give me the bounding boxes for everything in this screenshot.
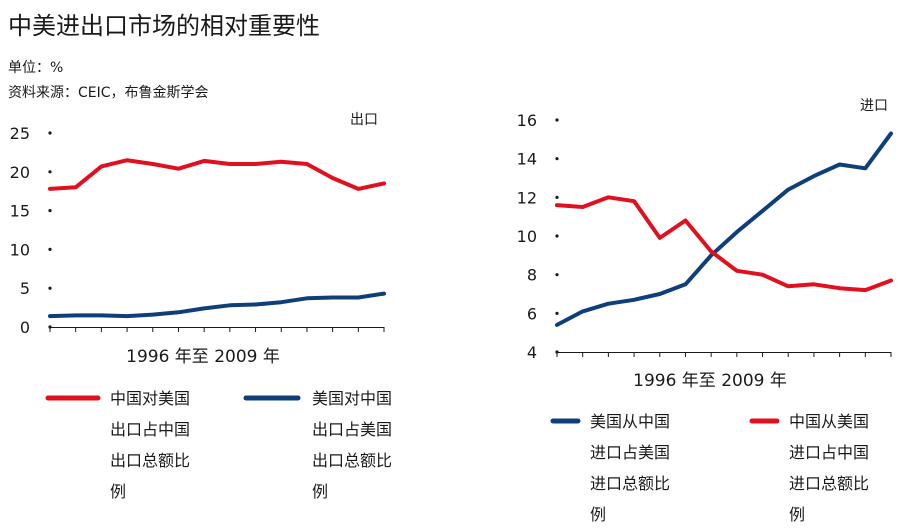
- y-tick-mark: [48, 131, 52, 135]
- legend-label: 美国对中国: [312, 389, 392, 408]
- y-tick-mark: [555, 118, 559, 122]
- legend-label: 例: [590, 505, 606, 524]
- y-tick-label: 25: [10, 124, 30, 143]
- chart-panel-exports: 0 5 10 15 20 25 出口 1996 年至 2009 年中国对美国出口占中国出口总额…: [10, 112, 392, 501]
- y-tick-mark: [555, 273, 559, 277]
- legend-label: 出口占中国: [110, 420, 190, 439]
- y-tick-mark: [555, 195, 559, 199]
- y-tick-label: 20: [10, 163, 30, 182]
- x-axis-title: 1996 年至 2009 年: [126, 347, 280, 367]
- series-line-red: [555, 195, 893, 293]
- y-tick-mark: [555, 157, 559, 161]
- unit-note: 单位：%: [8, 60, 64, 76]
- series-line-blue: [48, 291, 386, 319]
- page-title: 中美进出口市场的相对重要性: [8, 12, 320, 40]
- panel-label: 进口: [860, 98, 888, 114]
- legend-label: 进口占美国: [590, 443, 670, 462]
- series-line-blue: [555, 131, 893, 327]
- y-tick-mark: [48, 170, 52, 174]
- y-tick-label: 14: [517, 150, 537, 169]
- y-tick-label: 12: [517, 188, 537, 207]
- legend-label: 出口总额比: [110, 451, 190, 470]
- y-tick-label: 0: [20, 318, 30, 337]
- legend-label: 中国从美国: [789, 412, 869, 431]
- y-tick-label: 16: [517, 111, 537, 130]
- legend-label: 例: [789, 505, 805, 524]
- y-tick-mark: [555, 234, 559, 238]
- legend-label: 美国从中国: [590, 412, 670, 431]
- y-tick-mark: [555, 311, 559, 315]
- y-tick-label: 4: [527, 343, 537, 362]
- y-tick-label: 6: [527, 304, 537, 323]
- y-tick-label: 8: [527, 266, 537, 285]
- legend-label: 出口总额比: [312, 451, 392, 470]
- y-tick-label: 10: [517, 227, 537, 246]
- source-note: 资料来源：CEIC，布鲁金斯学会: [8, 85, 209, 101]
- x-axis-title: 1996 年至 2009 年: [633, 371, 787, 391]
- panel-label: 出口: [350, 112, 378, 128]
- legend-label: 进口总额比: [789, 474, 869, 493]
- legend-label: 出口占美国: [312, 420, 392, 439]
- y-tick-label: 5: [20, 279, 30, 298]
- y-tick-label: 15: [10, 202, 30, 221]
- y-tick-mark: [48, 286, 52, 290]
- legend-label: 例: [312, 482, 328, 501]
- y-tick-mark: [48, 209, 52, 213]
- series-line-red: [48, 158, 386, 191]
- legend-label: 进口总额比: [590, 474, 670, 493]
- legend-label: 中国对美国: [110, 389, 190, 408]
- y-tick-mark: [48, 247, 52, 251]
- chart-panel-imports: 4 6 8 10 12 14 16 进口 1996 年至 2009 年美国从中国进口占美国进口总…: [517, 98, 893, 524]
- legend-label: 例: [110, 482, 126, 501]
- legend-label: 进口占中国: [789, 443, 869, 462]
- y-tick-label: 10: [10, 240, 30, 259]
